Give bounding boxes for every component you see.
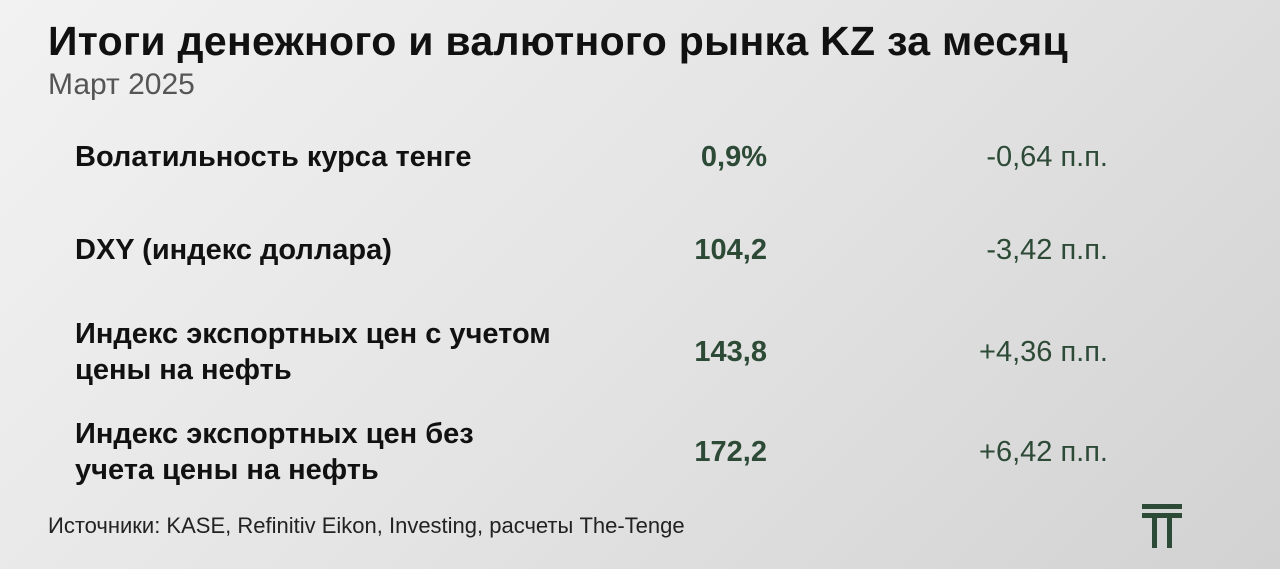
subtitle: Март 2025 <box>48 68 195 101</box>
table-row: DXY (индекс доллара) 104,2 -3,42 п.п. <box>0 210 1280 290</box>
row-change: -3,42 п.п. <box>986 233 1108 266</box>
row-change: +4,36 п.п. <box>979 335 1108 368</box>
row-value: 0,9% <box>700 140 767 173</box>
table-row: Индекс экспортных цен без учета цены на … <box>0 412 1280 492</box>
row-value: 104,2 <box>694 233 767 266</box>
row-change: -0,64 п.п. <box>986 140 1108 173</box>
row-label: Волатильность курса тенге <box>75 141 472 173</box>
row-label: Индекс экспортных цен без учета цены на … <box>75 418 474 486</box>
row-label: Индекс экспортных цен с учетом цены на н… <box>75 318 551 386</box>
source-note: Источники: KASE, Refinitiv Eikon, Invest… <box>48 513 685 538</box>
row-change: +6,42 п.п. <box>979 435 1108 468</box>
table-row: Индекс экспортных цен с учетом цены на н… <box>0 312 1280 392</box>
row-label: DXY (индекс доллара) <box>75 234 392 266</box>
logo <box>1142 504 1182 548</box>
title: Итоги денежного и валютного рынка KZ за … <box>48 18 1069 64</box>
table-row: Волатильность курса тенге 0,9% -0,64 п.п. <box>0 117 1280 197</box>
row-value: 172,2 <box>694 435 767 468</box>
row-value: 143,8 <box>694 335 767 368</box>
